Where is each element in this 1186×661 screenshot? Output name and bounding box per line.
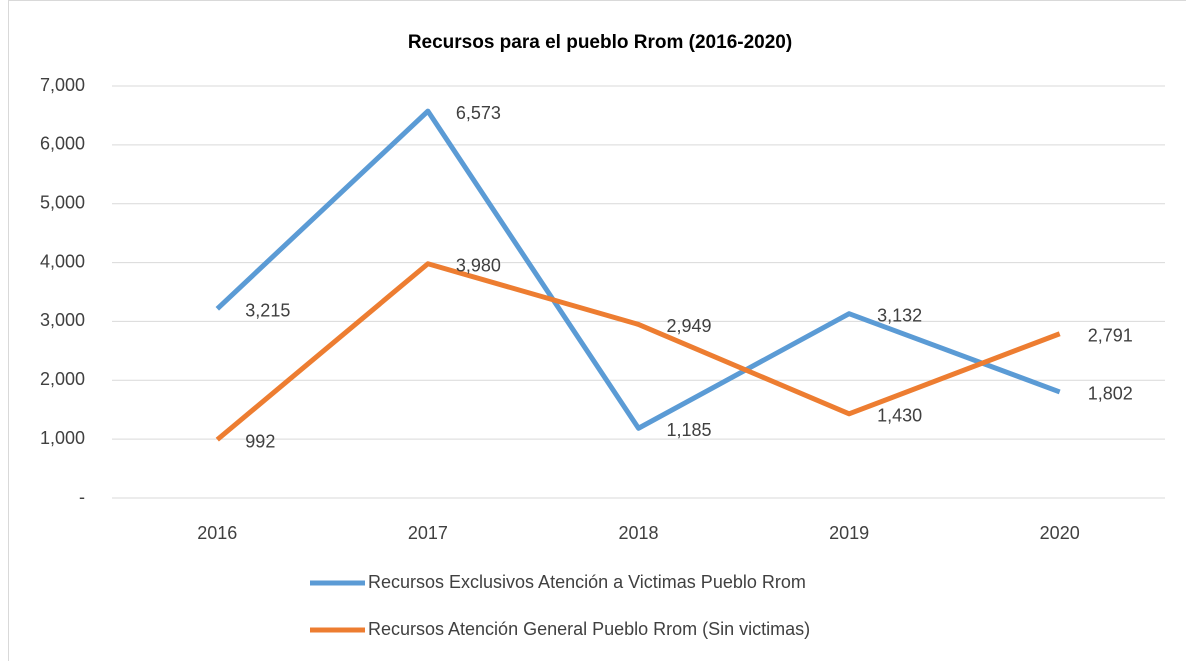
y-tick-label: 4,000 — [40, 251, 85, 271]
y-tick-label: 3,000 — [40, 310, 85, 330]
data-label: 3,980 — [456, 255, 501, 275]
series-line — [215, 261, 1061, 442]
y-tick-label: 1,000 — [40, 428, 85, 448]
data-label: 1,802 — [1088, 384, 1133, 404]
data-label: 2,791 — [1088, 325, 1133, 345]
x-tick-label: 2018 — [618, 523, 658, 543]
x-tick-label: 2019 — [829, 523, 869, 543]
chart-frame — [8, 0, 1186, 661]
x-tick-label: 2017 — [408, 523, 448, 543]
data-label: 992 — [245, 431, 275, 451]
chart-title: Recursos para el pueblo Rrom (2016-2020) — [408, 32, 792, 53]
data-label: 6,573 — [456, 103, 501, 123]
x-tick-label: 2020 — [1040, 523, 1080, 543]
y-tick-label: 7,000 — [40, 75, 85, 95]
data-label: 1,430 — [877, 406, 922, 426]
data-label: 2,949 — [667, 316, 712, 336]
legend-label: Recursos Exclusivos Atención a Victimas … — [368, 572, 806, 592]
x-tick-label: 2016 — [197, 523, 237, 543]
y-tick-label: - — [79, 487, 85, 507]
series-line — [215, 108, 1061, 431]
y-tick-label: 2,000 — [40, 369, 85, 389]
data-label: 3,132 — [877, 305, 922, 325]
data-label: 1,185 — [667, 420, 712, 440]
legend-label: Recursos Atención General Pueblo Rrom (S… — [368, 619, 810, 639]
y-tick-label: 6,000 — [40, 134, 85, 154]
data-label: 3,215 — [245, 301, 290, 321]
y-tick-label: 5,000 — [40, 192, 85, 212]
